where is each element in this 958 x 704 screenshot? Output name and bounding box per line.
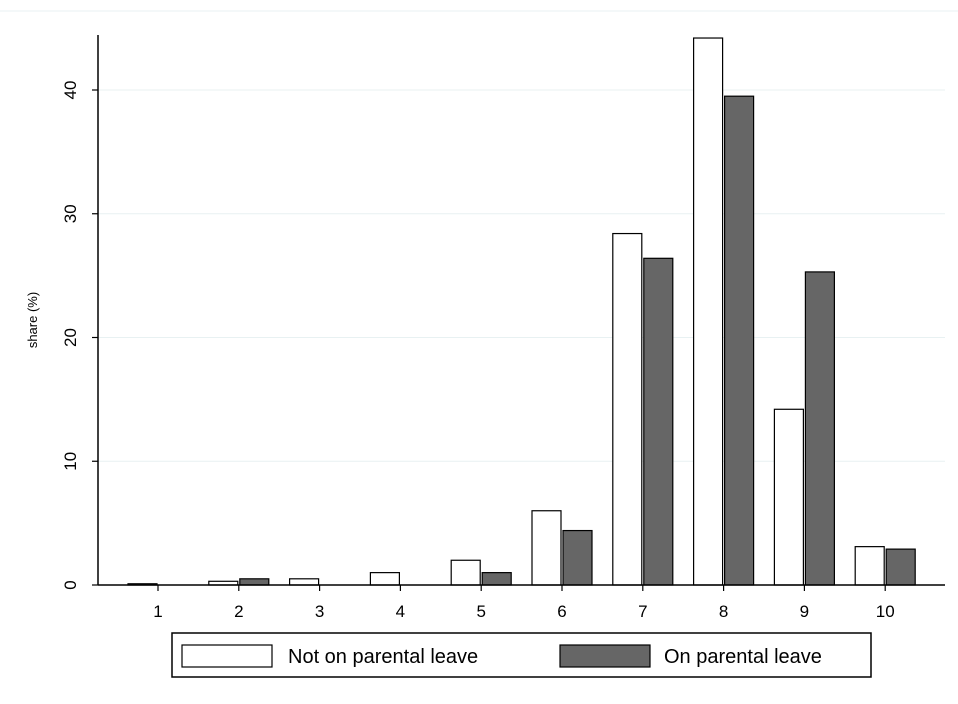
- legend-swatch-not-on-parental-leave: [181, 644, 273, 668]
- bar-on-parental-leave-10: [885, 548, 916, 586]
- y-tick-label-0: 0: [61, 580, 80, 589]
- y-tick-label-30: 30: [61, 204, 80, 223]
- legend-swatch-on-parental-leave: [559, 644, 651, 668]
- y-axis-ticks: 0 10 20 30 40: [61, 81, 98, 590]
- x-tick-label-3: 3: [315, 602, 324, 621]
- x-tick-label-6: 6: [557, 602, 566, 621]
- bar-on-parental-leave-7: [643, 257, 674, 586]
- x-tick-label-8: 8: [719, 602, 728, 621]
- y-tick-label-10: 10: [61, 452, 80, 471]
- x-tick-label-2: 2: [234, 602, 243, 621]
- bar-not-on-parental-leave-3: [289, 578, 320, 586]
- x-tick-label-1: 1: [153, 602, 162, 621]
- bar-on-parental-leave-9: [804, 271, 836, 586]
- bar-on-parental-leave-2: [239, 578, 270, 586]
- bar-not-on-parental-leave-8: [692, 37, 724, 586]
- legend-frame: [171, 632, 872, 678]
- y-axis-title: share (%): [25, 292, 40, 348]
- bar-not-on-parental-leave-4: [369, 572, 400, 586]
- bar-not-on-parental-leave-5: [450, 559, 481, 586]
- bar-on-parental-leave-5: [481, 572, 512, 586]
- bar-not-on-parental-leave-6: [531, 510, 562, 586]
- y-tick-label-20: 20: [61, 328, 80, 347]
- legend-label-not-on-parental-leave: Not on parental leave: [288, 646, 478, 668]
- legend-label-on-parental-leave: On parental leave: [664, 646, 822, 668]
- x-tick-label-10: 10: [876, 602, 895, 621]
- x-axis-ticks: 1 2 3 4 5 6 7 8 9 10: [153, 585, 895, 621]
- legend: Not on parental leave On parental leave: [171, 632, 872, 678]
- bar-not-on-parental-leave-7: [612, 232, 643, 586]
- x-tick-label-7: 7: [638, 602, 647, 621]
- y-tick-label-40: 40: [61, 81, 80, 100]
- bar-on-parental-leave-8: [723, 95, 755, 586]
- bar-on-parental-leave-6: [562, 529, 593, 586]
- x-tick-label-4: 4: [396, 602, 405, 621]
- x-tick-label-9: 9: [800, 602, 809, 621]
- bar-not-on-parental-leave-9: [773, 408, 805, 586]
- x-tick-label-5: 5: [476, 602, 485, 621]
- bar-not-on-parental-leave-10: [854, 546, 885, 586]
